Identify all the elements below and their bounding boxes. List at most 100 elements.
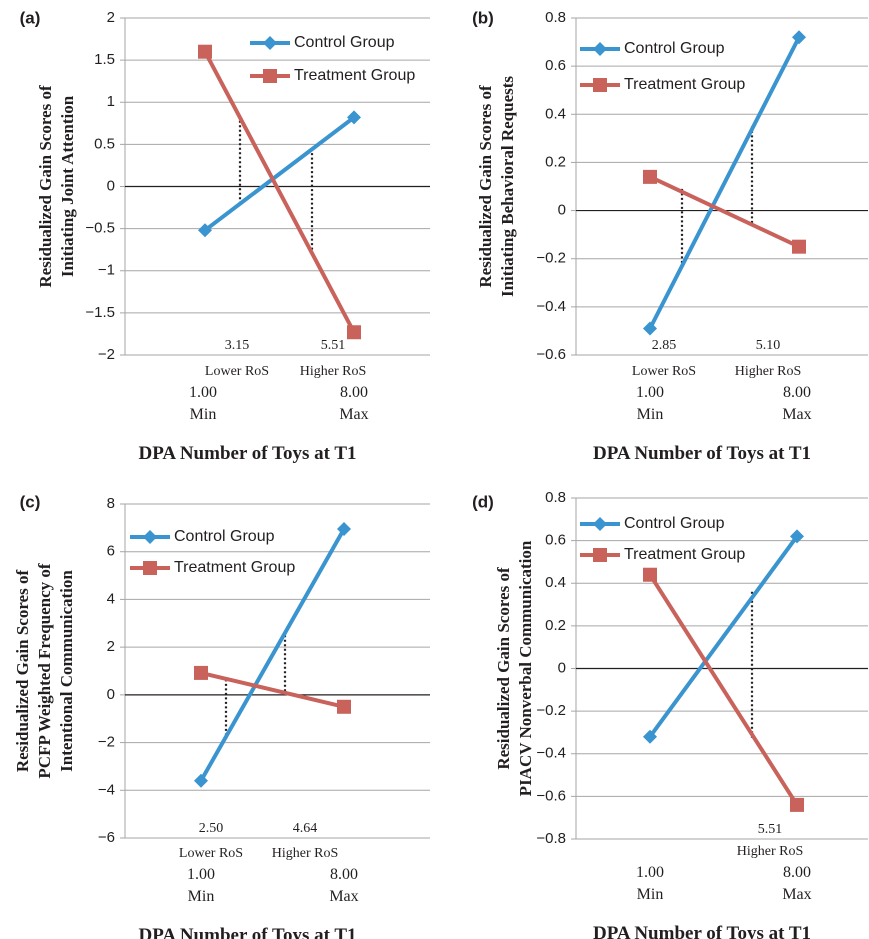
y-tick-label: −0.6: [536, 787, 566, 804]
y-tick-label: −2: [98, 346, 115, 363]
y-axis-label-line: PCFP Weighted Frequency of: [35, 563, 54, 779]
y-tick-label: 8: [107, 495, 115, 512]
legend-marker: [593, 517, 607, 531]
y-axis-label: Residualized Gain Scores of Initiating Be…: [476, 76, 517, 297]
legend-label: Treatment Group: [624, 76, 745, 93]
data-point: [347, 110, 361, 125]
y-tick-label: −6: [98, 829, 115, 846]
y-tick-label: −4: [98, 781, 115, 798]
y-tick-label: −0.2: [536, 702, 566, 719]
legend-marker: [593, 78, 607, 92]
x-tick-name: Min: [637, 886, 664, 903]
legend-label: Control Group: [174, 528, 275, 545]
y-axis-label-line: Residualized Gain Scores of: [476, 85, 495, 288]
ros-value: 3.15: [225, 338, 250, 353]
chart-panel-1: (a) −2 −1.5 −1 −0.5 0 0.5 1 1.5 2 Residualized Gai…: [20, 8, 430, 464]
ros-label: Higher RoS: [737, 844, 804, 859]
data-point: [792, 239, 806, 254]
y-tick-label: −0.4: [536, 745, 566, 762]
data-point: [643, 321, 657, 336]
x-tick-label: 1.00: [189, 384, 217, 401]
ros-value: 4.64: [293, 821, 318, 836]
y-tick-label: 0.6: [545, 532, 566, 549]
data-point: [790, 797, 804, 812]
ros-value: 5.10: [756, 338, 781, 353]
ros-label: Higher RoS: [300, 364, 367, 379]
x-tick-label: 1.00: [636, 864, 664, 881]
y-tick-label: 0.6: [545, 57, 566, 74]
data-point: [643, 729, 657, 744]
y-tick-label: −0.5: [85, 220, 115, 237]
legend-marker: [143, 561, 157, 575]
y-axis-label-line: Residualized Gain Scores of: [36, 85, 55, 288]
ros-value: 2.50: [199, 821, 224, 836]
chart-panel-2: (b) −0.6 −0.4 −0.2 0 0.2 0.4 0.6 0.8 Residualized…: [472, 8, 868, 464]
data-point: [790, 529, 804, 544]
x-tick-name: Max: [782, 886, 811, 903]
panel-label: (b): [472, 8, 494, 27]
data-point: [198, 44, 212, 59]
y-axis-label: Residualized Gain Scores of PCFP Weighted…: [13, 563, 76, 779]
legend-label: Treatment Group: [174, 559, 295, 576]
y-axis-label-line: Intentional Communication: [57, 570, 76, 772]
x-axis-label: DPA Number of Toys at T1: [593, 443, 811, 464]
legend-marker: [593, 42, 607, 56]
ros-label: Higher RoS: [272, 846, 339, 861]
y-axis-label-line: Residualized Gain Scores of: [494, 567, 513, 770]
x-tick-name: Min: [188, 888, 215, 905]
y-tick-label: −1: [98, 262, 115, 279]
x-axis-label: DPA Number of Toys at T1: [138, 925, 356, 939]
series-line-1: [648, 36, 801, 330]
series-line-1: [203, 115, 356, 232]
y-tick-label: 0.4: [545, 574, 566, 591]
ros-label: Higher RoS: [735, 364, 802, 379]
y-tick-label: 2: [107, 9, 115, 26]
x-tick-label: 8.00: [340, 384, 368, 401]
y-tick-label: 0.2: [545, 617, 566, 634]
legend-label: Treatment Group: [624, 546, 745, 563]
data-point: [347, 325, 361, 340]
x-tick-label: 8.00: [783, 864, 811, 881]
panel-label: (a): [20, 8, 41, 27]
legend-label: Control Group: [294, 34, 395, 51]
y-tick-label: −2: [98, 734, 115, 751]
y-axis-label-line: Initiating Joint Attention: [58, 95, 77, 277]
y-tick-label: 0.4: [545, 105, 566, 122]
ros-value: 5.51: [321, 338, 346, 353]
data-point: [194, 665, 208, 680]
x-axis-label: DPA Number of Toys at T1: [138, 443, 356, 464]
y-axis-label: Residualized Gain Scores of PIACV Nonverb…: [494, 540, 535, 796]
y-tick-label: 0: [107, 177, 115, 194]
y-tick-label: 2: [107, 638, 115, 655]
data-point: [337, 699, 351, 714]
y-tick-label: 0: [107, 686, 115, 703]
y-tick-label: −0.8: [536, 830, 566, 847]
x-tick-name: Max: [329, 888, 358, 905]
y-tick-label: 1: [107, 93, 115, 110]
y-axis-label-line: PIACV Nonverbal Communication: [516, 540, 535, 796]
y-tick-label: 6: [107, 543, 115, 560]
y-tick-label: −0.6: [536, 346, 566, 363]
ros-label: Lower RoS: [205, 364, 269, 379]
chart-panel-4: (d) −0.8 −0.6 −0.4 −0.2 0 0.2 0.4 0.6 0.8 Residual…: [472, 489, 868, 939]
legend-marker: [143, 530, 157, 544]
legend-label: Control Group: [624, 40, 725, 57]
data-point: [643, 567, 657, 582]
ros-label: Lower RoS: [632, 364, 696, 379]
y-tick-label: 0: [558, 659, 566, 676]
y-tick-label: 0: [558, 202, 566, 219]
legend-marker: [263, 69, 277, 83]
x-tick-name: Max: [339, 406, 368, 423]
series-line-2: [203, 50, 356, 334]
y-tick-label: 0.5: [94, 135, 115, 152]
legend-marker: [263, 36, 277, 50]
ros-label: Lower RoS: [179, 846, 243, 861]
panel-label: (d): [472, 492, 494, 511]
x-tick-label: 8.00: [330, 866, 358, 883]
legend-label: Control Group: [624, 515, 725, 532]
y-axis-label: Residualized Gain Scores of Initiating Jo…: [36, 85, 77, 288]
x-tick-label: 1.00: [187, 866, 215, 883]
ros-value: 2.85: [652, 338, 677, 353]
ros-value: 5.51: [758, 822, 783, 837]
